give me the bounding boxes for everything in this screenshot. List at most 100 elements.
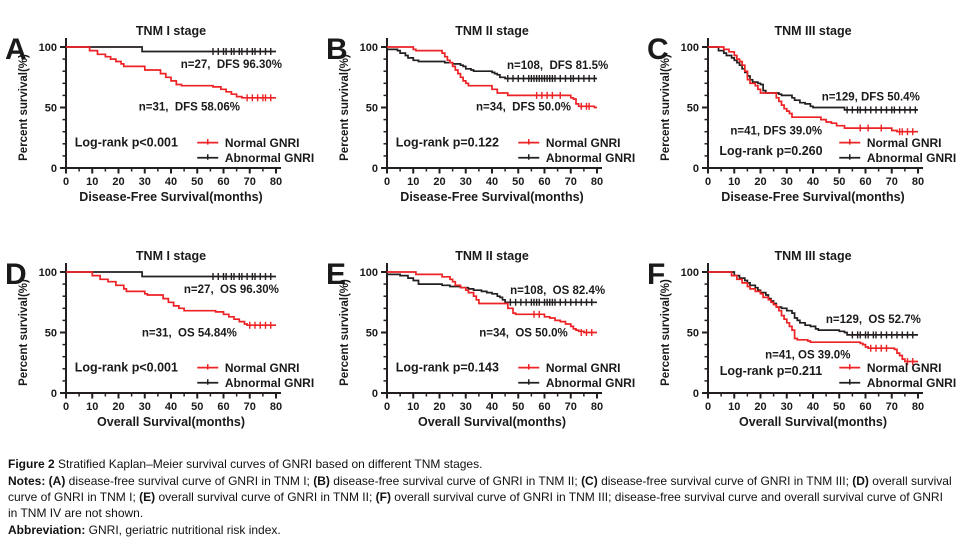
chart-title: TNM III stage (774, 24, 851, 38)
logrank-label: Log-rank p=0.211 (720, 364, 823, 378)
y-tick-label: 0 (51, 163, 57, 175)
n-annotation: n=34, DFS 50.0% (476, 101, 571, 113)
survival-curve-abnormal (708, 46, 918, 111)
x-tick-label: 50 (833, 401, 845, 413)
km-panel-e: 0 50 100 0 10 20 30 40 50 60 70 80 Overall Survival(… (326, 249, 635, 429)
y-tick-label: 0 (372, 388, 378, 400)
x-tick-label: 20 (112, 176, 124, 188)
y-tick-label: 50 (687, 103, 699, 115)
caption-text-segment: disease-free survival curve of GNRI in T… (329, 473, 582, 488)
km-panel-b: 0 50 100 0 10 20 30 40 50 60 70 80 Disease-Free Surv… (326, 24, 635, 204)
x-tick-label: 10 (86, 176, 98, 188)
x-tick-label: 10 (407, 401, 419, 413)
logrank-label: Log-rank p=0.260 (719, 144, 822, 158)
y-tick-label: 0 (693, 388, 699, 400)
survival-curve-normal (66, 46, 276, 99)
x-tick-label: 80 (591, 401, 603, 413)
x-tick-label: 40 (165, 401, 177, 413)
n-annotation: n=108, DFS 81.5% (507, 60, 608, 72)
caption-paragraph: Figure 2 Stratified Kaplan–Meier surviva… (8, 457, 952, 473)
x-tick-label: 20 (754, 176, 766, 188)
x-tick-label: 40 (486, 401, 498, 413)
x-tick-label: 80 (270, 401, 282, 413)
legend-label-normal: Normal GNRI (546, 361, 621, 375)
legend-label-normal: Normal GNRI (225, 361, 300, 375)
y-tick-label: 100 (39, 42, 57, 54)
x-axis-label: Overall Survival(months) (739, 415, 887, 429)
caption-text-segment: overall survival curve of GNRI in TNM II… (155, 489, 376, 504)
x-tick-label: 0 (705, 401, 711, 413)
n-annotation: n=31, OS 54.84% (142, 328, 237, 340)
legend-label-abnormal: Abnormal GNRI (867, 376, 956, 390)
x-tick-label: 70 (244, 176, 256, 188)
logrank-label: Log-rank p=0.143 (396, 361, 499, 375)
x-tick-label: 50 (512, 176, 524, 188)
caption-text-segment: overall survival curve of GNRI in TNM II… (8, 489, 943, 520)
km-panel-a: 0 50 100 0 10 20 30 40 50 60 70 80 Disease-Free Surv… (5, 24, 314, 204)
legend-label-abnormal: Abnormal GNRI (546, 376, 635, 390)
km-panel-f: 0 50 100 0 10 20 30 40 50 60 70 80 Overall Survival(… (647, 249, 956, 429)
x-tick-label: 40 (165, 176, 177, 188)
x-tick-label: 60 (217, 401, 229, 413)
x-tick-label: 70 (565, 401, 577, 413)
x-axis-label: Disease-Free Survival(months) (79, 190, 262, 204)
x-tick-label: 30 (781, 401, 793, 413)
x-tick-label: 40 (486, 176, 498, 188)
km-panel-c: 0 50 100 0 10 20 30 40 50 60 70 80 Disease-Free Surv… (647, 24, 956, 204)
logrank-label: Log-rank p=0.122 (396, 136, 499, 150)
y-axis-label: Percent survival(%) (660, 279, 672, 386)
legend-label-abnormal: Abnormal GNRI (546, 151, 635, 165)
chart-title: TNM I stage (136, 249, 206, 263)
y-axis-label: Percent survival(%) (339, 279, 351, 386)
panel-letter: B (326, 33, 348, 66)
x-tick-label: 60 (538, 176, 550, 188)
caption-bold-segment: Notes: (8, 473, 49, 488)
panel-letter: A (5, 33, 27, 66)
x-tick-label: 20 (754, 401, 766, 413)
legend-label-abnormal: Abnormal GNRI (225, 151, 314, 165)
n-annotation: n=129, OS 52.7% (826, 314, 921, 326)
x-tick-label: 70 (886, 401, 898, 413)
n-annotation: n=41, DFS 39.0% (730, 125, 822, 137)
y-tick-label: 0 (51, 388, 57, 400)
caption-bold-segment: (B) (313, 473, 330, 488)
x-tick-label: 60 (859, 176, 871, 188)
x-tick-label: 50 (191, 176, 203, 188)
logrank-label: Log-rank p<0.001 (75, 361, 178, 375)
x-axis-label: Disease-Free Survival(months) (721, 190, 904, 204)
caption-bold-segment: Figure 2 (8, 457, 55, 471)
caption-bold-segment: (C) (581, 473, 598, 488)
x-tick-label: 70 (886, 176, 898, 188)
legend-label-normal: Normal GNRI (546, 136, 621, 150)
y-tick-label: 100 (681, 267, 699, 279)
x-tick-label: 60 (217, 176, 229, 188)
survival-curve-abnormal (66, 271, 276, 278)
figure-caption: Figure 2 Stratified Kaplan–Meier surviva… (0, 451, 962, 539)
y-axis-label: Percent survival(%) (18, 279, 30, 386)
panel-letter: E (326, 258, 346, 291)
caption-text-segment: disease-free survival curve of GNRI in T… (65, 473, 314, 488)
x-tick-label: 80 (912, 401, 924, 413)
survival-curve-normal (387, 46, 597, 109)
caption-bold-segment: (A) (48, 473, 66, 488)
y-tick-label: 100 (681, 42, 699, 54)
x-tick-label: 20 (433, 401, 445, 413)
legend-label-normal: Normal GNRI (867, 136, 942, 150)
legend-label-normal: Normal GNRI (867, 361, 942, 375)
survival-curve-abnormal (387, 48, 597, 80)
x-tick-label: 70 (565, 176, 577, 188)
y-tick-label: 50 (45, 103, 57, 115)
survival-curve-abnormal (387, 273, 597, 304)
x-tick-label: 50 (191, 401, 203, 413)
x-tick-label: 10 (407, 176, 419, 188)
survival-curve-normal (708, 46, 918, 133)
x-tick-label: 70 (244, 401, 256, 413)
x-tick-label: 40 (807, 176, 819, 188)
y-axis-label: Percent survival(%) (339, 54, 351, 161)
survival-curve-normal (66, 271, 276, 327)
y-axis-label: Percent survival(%) (18, 54, 30, 161)
legend-label-abnormal: Abnormal GNRI (867, 151, 956, 165)
x-tick-label: 80 (912, 176, 924, 188)
x-tick-label: 60 (859, 401, 871, 413)
